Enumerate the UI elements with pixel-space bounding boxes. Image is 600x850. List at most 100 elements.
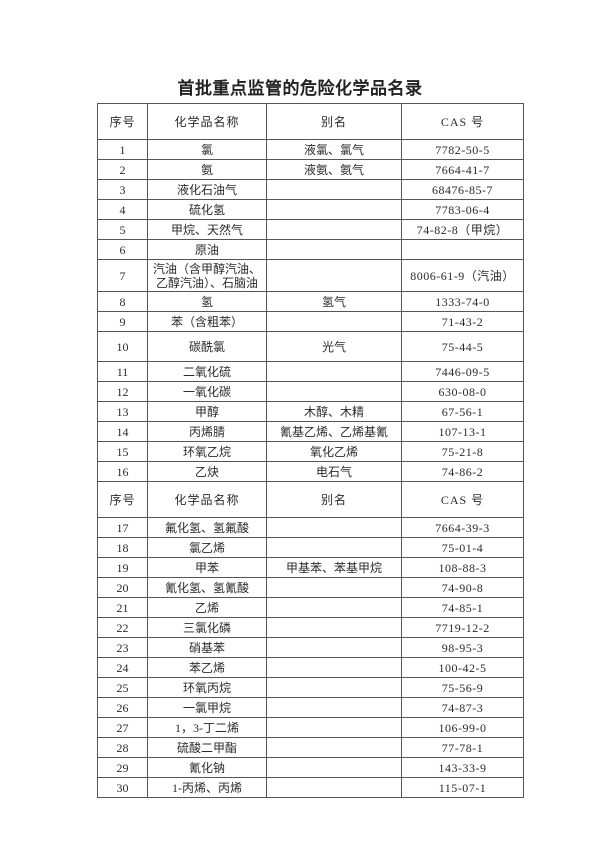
table-cell: 19 (97, 557, 148, 578)
table-cell: 13 (97, 401, 148, 422)
table-cell (266, 517, 402, 538)
table-cell: 67-56-1 (401, 401, 524, 422)
header-row: 序号 化学品名称 别名 CAS 号 (97, 481, 524, 518)
table-cell: 18 (97, 537, 148, 558)
table-cell: 2 (97, 159, 148, 180)
table-cell (266, 597, 402, 618)
table-cell: 氰化氢、氢氰酸 (147, 577, 267, 598)
table-cell: 汽油（含甲醇汽油、 乙醇汽油）、石脑油 (147, 259, 267, 292)
table-row: 25 环氧丙烷 75-56-9 (97, 677, 524, 698)
table-row: 23 硝基苯 98-95-3 (97, 637, 524, 658)
table-cell: 8 (97, 291, 148, 312)
table-cell: 100-42-5 (401, 657, 524, 678)
table-cell: 17 (97, 517, 148, 538)
table-row: 7 汽油（含甲醇汽油、 乙醇汽油）、石脑油 8006-61-9（汽油） (97, 259, 524, 292)
table-cell (266, 577, 402, 598)
table-cell: 6 (97, 239, 148, 260)
table-cell: 107-13-1 (401, 421, 524, 442)
table-cell (266, 259, 402, 292)
table-row: 18 氯乙烯 75-01-4 (97, 537, 524, 558)
header-cell: 化学品名称 (147, 103, 267, 140)
table-row: 10 碳酰氯 光气 75-44-5 (97, 331, 524, 362)
table-row: 5 甲烷、天然气 74-82-8（甲烷） (97, 219, 524, 240)
page-title: 首批重点监管的危险化学品名录 (177, 79, 423, 98)
table-cell: 29 (97, 757, 148, 778)
table-row: 20 氰化氢、氢氰酸 74-90-8 (97, 577, 524, 598)
table-cell: 氨 (147, 159, 267, 180)
table-cell (266, 637, 402, 658)
table-cell: 11 (97, 361, 148, 382)
table-cell: 25 (97, 677, 148, 698)
table-cell: 3 (97, 179, 148, 200)
table-cell: 电石气 (266, 461, 402, 482)
table-cell: 115-07-1 (401, 777, 524, 798)
table-cell: 氯乙烯 (147, 537, 267, 558)
table-cell: 1-丙烯、丙烯 (147, 777, 267, 798)
table-cell: 硝基苯 (147, 637, 267, 658)
table-cell: 氰基乙烯、乙烯基氰 (266, 421, 402, 442)
header-cell: 序号 (97, 481, 148, 518)
table-cell: 氰化钠 (147, 757, 267, 778)
table-cell: 106-99-0 (401, 717, 524, 738)
table-cell (266, 717, 402, 738)
table-cell: 7719-12-2 (401, 617, 524, 638)
table-cell: 4 (97, 199, 148, 220)
table-cell: 21 (97, 597, 148, 618)
table-cell: 环氧乙烷 (147, 441, 267, 462)
table-row: 16 乙炔 电石气 74-86-2 (97, 461, 524, 482)
table-row: 15 环氧乙烷 氧化乙烯 75-21-8 (97, 441, 524, 462)
table-cell: 10 (97, 331, 148, 362)
table-cell: 8006-61-9（汽油） (401, 259, 524, 292)
table-cell: 7664-39-3 (401, 517, 524, 538)
table-row: 6 原油 (97, 239, 524, 260)
table-cell: 74-87-3 (401, 697, 524, 718)
table-cell: 氟化氢、氢氟酸 (147, 517, 267, 538)
table-cell (266, 219, 402, 240)
table-cell: 7446-09-5 (401, 361, 524, 382)
table-cell: 75-01-4 (401, 537, 524, 558)
table-cell: 74-86-2 (401, 461, 524, 482)
table-cell: 74-82-8（甲烷） (401, 219, 524, 240)
table-cell: 一氯甲烷 (147, 697, 267, 718)
header-cell: 序号 (97, 103, 148, 140)
table-row: 22 三氯化磷 7719-12-2 (97, 617, 524, 638)
table-cell: 27 (97, 717, 148, 738)
table-cell: 23 (97, 637, 148, 658)
table-row: 26 一氯甲烷 74-87-3 (97, 697, 524, 718)
table-cell (266, 757, 402, 778)
table-row: 12 一氧化碳 630-08-0 (97, 381, 524, 402)
table-cell: 20 (97, 577, 148, 598)
table-cell: 硫化氢 (147, 199, 267, 220)
table-cell: 98-95-3 (401, 637, 524, 658)
table-cell: 24 (97, 657, 148, 678)
table-cell (266, 381, 402, 402)
table-cell: 75-44-5 (401, 331, 524, 362)
table-cell: 甲苯 (147, 557, 267, 578)
table-cell: 75-56-9 (401, 677, 524, 698)
table-cell: 75-21-8 (401, 441, 524, 462)
table-row: 19 甲苯 甲基苯、苯基甲烷 108-88-3 (97, 557, 524, 578)
table-cell (266, 777, 402, 798)
table-cell: 71-43-2 (401, 311, 524, 332)
table-cell (266, 737, 402, 758)
table-cell: 乙炔 (147, 461, 267, 482)
table-cell (266, 537, 402, 558)
table-cell: 28 (97, 737, 148, 758)
table-cell: 7664-41-7 (401, 159, 524, 180)
table-row: 11 二氧化硫 7446-09-5 (97, 361, 524, 382)
table-cell: 7 (97, 259, 148, 292)
table-cell: 碳酰氯 (147, 331, 267, 362)
table-row: 30 1-丙烯、丙烯 115-07-1 (97, 777, 524, 798)
table-row: 9 苯（含粗苯） 71-43-2 (97, 311, 524, 332)
table-cell: 氯 (147, 139, 267, 160)
table-cell: 丙烯腈 (147, 421, 267, 442)
table-cell (266, 617, 402, 638)
table-cell: 74-90-8 (401, 577, 524, 598)
table-body: 序号 化学品名称 别名 CAS 号 1 氯液氯、氯气 7782-50-5 2 氨液氨、氨气 766… (97, 103, 524, 798)
table-cell (266, 179, 402, 200)
table-cell: 7782-50-5 (401, 139, 524, 160)
table-cell: 苯乙烯 (147, 657, 267, 678)
table-row: 8 氢氢气 1333-74-0 (97, 291, 524, 312)
table-cell (266, 697, 402, 718)
